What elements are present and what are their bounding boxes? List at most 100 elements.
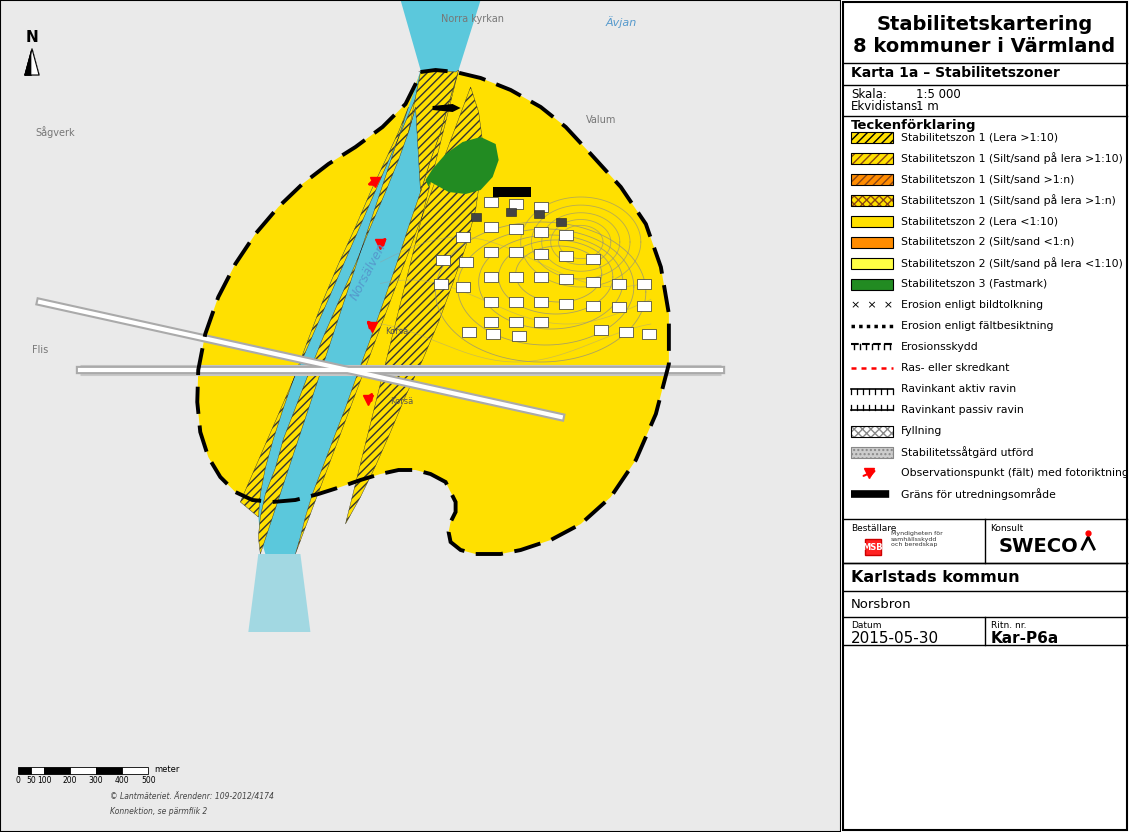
- Bar: [122, 767, 148, 774]
- Bar: [851, 195, 893, 206]
- Bar: [534, 202, 548, 212]
- Polygon shape: [865, 539, 881, 555]
- Text: Konsult: Konsult: [990, 524, 1024, 533]
- Text: Ekvidistans:: Ekvidistans:: [851, 100, 922, 112]
- Text: Stabilitetszon 3 (Fastmark): Stabilitetszon 3 (Fastmark): [901, 279, 1047, 289]
- Bar: [483, 317, 498, 327]
- Text: 200: 200: [63, 776, 78, 785]
- Polygon shape: [248, 554, 310, 632]
- Text: Stabilitetszon 2 (Silt/sand på lera <1:10): Stabilitetszon 2 (Silt/sand på lera <1:1…: [901, 257, 1122, 269]
- Text: Sågverk: Sågverk: [35, 126, 75, 138]
- Bar: [851, 152, 893, 164]
- Text: Karlstads kommun: Karlstads kommun: [851, 569, 1019, 585]
- Text: ×  ×  ×: × × ×: [851, 300, 893, 310]
- Text: Valum: Valum: [586, 115, 616, 125]
- Bar: [851, 174, 893, 185]
- Bar: [18, 767, 30, 774]
- Polygon shape: [432, 104, 461, 112]
- Text: Ravinkant passiv ravin: Ravinkant passiv ravin: [901, 405, 1024, 415]
- Bar: [637, 279, 650, 289]
- Polygon shape: [198, 70, 668, 554]
- Bar: [851, 131, 893, 142]
- Text: Stabilitetszon 1 (Silt/sand på lera >1:n): Stabilitetszon 1 (Silt/sand på lera >1:n…: [901, 194, 1115, 206]
- Polygon shape: [25, 49, 40, 75]
- Bar: [642, 329, 656, 339]
- Bar: [534, 210, 544, 218]
- Bar: [851, 279, 893, 290]
- Text: Karta 1a – Stabilitetszoner: Karta 1a – Stabilitetszoner: [851, 66, 1060, 80]
- Bar: [70, 767, 96, 774]
- Polygon shape: [492, 187, 531, 197]
- Text: Datum: Datum: [851, 621, 882, 630]
- Bar: [483, 272, 498, 282]
- Bar: [851, 195, 893, 206]
- Text: MSB: MSB: [863, 542, 883, 552]
- Text: Stabilitetszon 1 (Silt/sand på lera >1:10): Stabilitetszon 1 (Silt/sand på lera >1:1…: [901, 152, 1122, 164]
- Bar: [462, 327, 475, 337]
- Text: Ritn. nr.: Ritn. nr.: [990, 621, 1026, 630]
- Text: Kar-P6a: Kar-P6a: [990, 631, 1059, 646]
- Text: Myndigheten för
samhällsskydd
och beredskap: Myndigheten för samhällsskydd och bereds…: [891, 531, 943, 547]
- Text: 2015-05-30: 2015-05-30: [851, 631, 939, 646]
- Text: Observationspunkt (fält) med fotoriktning: Observationspunkt (fält) med fotoriktnin…: [901, 468, 1129, 478]
- Bar: [534, 317, 548, 327]
- Bar: [851, 174, 893, 185]
- Bar: [612, 279, 625, 289]
- Bar: [456, 282, 470, 292]
- Text: 0: 0: [16, 776, 20, 785]
- Polygon shape: [401, 0, 481, 70]
- Bar: [30, 767, 44, 774]
- Polygon shape: [25, 49, 32, 75]
- Text: Erosion enligt bildtolkning: Erosion enligt bildtolkning: [901, 300, 1043, 310]
- Bar: [851, 425, 893, 437]
- Bar: [594, 325, 607, 335]
- Text: Stabilitetssåtgärd utförd: Stabilitetssåtgärd utförd: [901, 446, 1033, 458]
- Text: Korsä: Korsä: [385, 328, 409, 336]
- Bar: [851, 236, 893, 247]
- Bar: [509, 297, 523, 307]
- Polygon shape: [32, 49, 40, 75]
- Bar: [555, 218, 566, 226]
- Bar: [851, 257, 893, 269]
- Text: Ras- eller skredkant: Ras- eller skredkant: [901, 363, 1009, 373]
- Bar: [851, 425, 893, 437]
- Bar: [506, 208, 516, 216]
- Bar: [851, 215, 893, 226]
- Text: Flis: Flis: [32, 345, 49, 355]
- Bar: [586, 277, 599, 287]
- Bar: [483, 297, 498, 307]
- Bar: [559, 274, 572, 284]
- Text: Norsbron: Norsbron: [851, 598, 912, 612]
- Bar: [509, 317, 523, 327]
- Bar: [534, 227, 548, 237]
- Bar: [851, 131, 893, 142]
- Text: 8 kommuner i Värmland: 8 kommuner i Värmland: [854, 37, 1115, 56]
- Text: Stabilitetszon 1 (Silt/sand >1:n): Stabilitetszon 1 (Silt/sand >1:n): [901, 174, 1075, 184]
- Text: Korsä: Korsä: [391, 398, 413, 407]
- Bar: [619, 327, 633, 337]
- Text: Stabilitetszon 1 (Lera >1:10): Stabilitetszon 1 (Lera >1:10): [901, 132, 1058, 142]
- Text: Ravinkant aktiv ravin: Ravinkant aktiv ravin: [901, 384, 1016, 394]
- Bar: [44, 767, 70, 774]
- Bar: [851, 447, 893, 458]
- Bar: [509, 224, 523, 234]
- Bar: [509, 247, 523, 257]
- Text: 400: 400: [115, 776, 130, 785]
- Bar: [559, 230, 572, 240]
- Text: 300: 300: [89, 776, 104, 785]
- Text: Teckenförklaring: Teckenförklaring: [851, 118, 977, 131]
- Bar: [509, 272, 523, 282]
- Bar: [485, 329, 500, 339]
- Bar: [458, 257, 473, 267]
- Polygon shape: [409, 70, 458, 192]
- Bar: [586, 254, 599, 264]
- Text: Erosionsskydd: Erosionsskydd: [901, 342, 979, 352]
- Bar: [851, 447, 893, 458]
- Text: 100: 100: [37, 776, 51, 785]
- Bar: [483, 222, 498, 232]
- Text: meter: meter: [155, 765, 180, 775]
- Text: 50: 50: [26, 776, 36, 785]
- Bar: [434, 279, 447, 289]
- Bar: [483, 197, 498, 207]
- Bar: [534, 297, 548, 307]
